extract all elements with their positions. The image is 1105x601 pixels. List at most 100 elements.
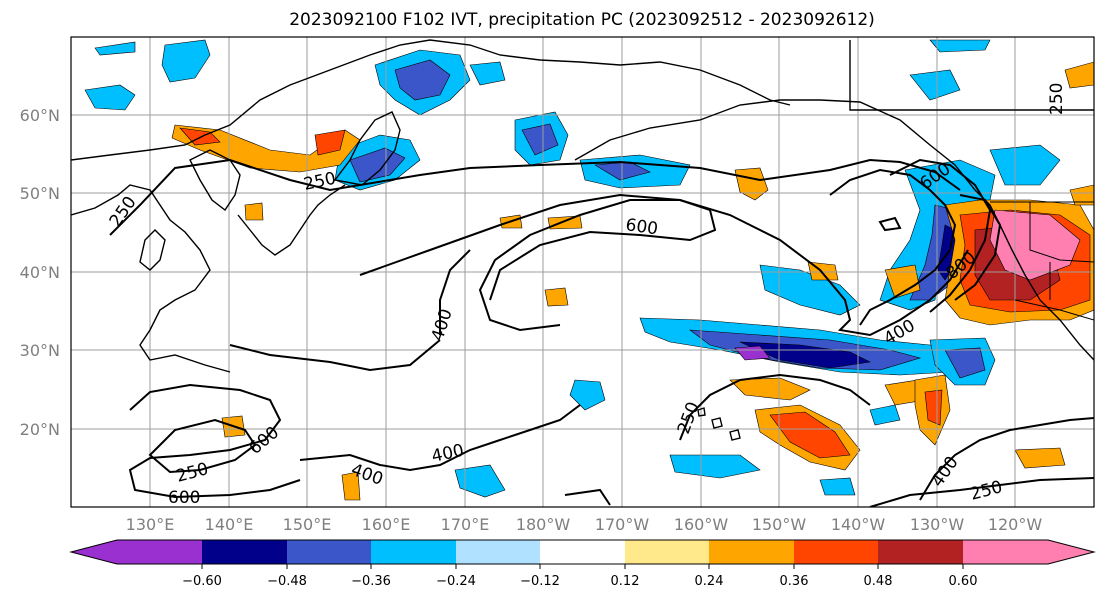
lon-label: 140°W (831, 515, 886, 534)
graticule (71, 37, 1094, 507)
ivt-contour-250 (128, 383, 301, 499)
colorbar-ticks (201, 564, 964, 569)
pc-negative-area (569, 379, 606, 411)
colorbar-tick-label: −0.12 (520, 574, 560, 589)
ivt-contour-600 (829, 168, 957, 326)
colorbar-outline (69, 539, 1096, 565)
colorbar-segment (540, 540, 625, 564)
colorbar-tick-label: −0.48 (267, 574, 307, 589)
colorbar-segment (794, 540, 878, 564)
pc-negative-area (454, 464, 506, 498)
pc-negative-area (94, 41, 136, 56)
lat-label: 50°N (20, 184, 60, 203)
pc-positive-area (171, 124, 361, 173)
pc-negative-area (869, 404, 901, 426)
ivt-contour-250 (869, 477, 1094, 507)
map-frame (70, 36, 1095, 508)
lon-label: 170°W (595, 515, 650, 534)
contour-label: 600 (624, 215, 659, 239)
lon-label: 170°E (441, 515, 490, 534)
hawaii-island (711, 417, 723, 429)
pc-positive-area (1014, 447, 1066, 469)
colorbar-tick-label: −0.24 (436, 574, 476, 589)
hawaii-island (729, 429, 741, 441)
lat-label: 30°N (20, 341, 60, 360)
pc-negative-area (989, 144, 1061, 186)
pc-positive-area (1069, 184, 1094, 206)
colorbar-tick-label: 0.48 (864, 574, 893, 589)
colorbar-segment (709, 540, 794, 564)
pc-negative-area (469, 61, 506, 86)
ivt-contour-250 (679, 373, 871, 441)
colorbar-segment (456, 540, 540, 564)
colorbar-segment (625, 540, 709, 564)
colorbar-tick-label: −0.60 (182, 574, 222, 589)
lon-label: 150°W (752, 515, 807, 534)
ivt-contour-800 (954, 194, 1002, 301)
colorbar-tick-label: 0.36 (780, 574, 809, 589)
lon-label: 150°E (283, 515, 332, 534)
lon-label: 120°W (988, 515, 1043, 534)
colorbar-tick-label: −0.36 (351, 574, 391, 589)
figure-title: 2023092100 F102 IVT, precipitation PC (2… (289, 10, 875, 30)
colorbar: −0.60 −0.48 −0.36 −0.24 −0.12 0.12 0.24 … (69, 539, 1096, 589)
pc-positive-area (314, 129, 346, 156)
colorbar-extend-low (71, 540, 117, 564)
ivt-contour-600 (478, 199, 717, 332)
lon-label: 130°E (126, 515, 175, 534)
colorbar-extend-high (963, 540, 1094, 564)
coastlines (71, 39, 1094, 441)
pc-positive-area (729, 377, 811, 401)
pc-negative-area (819, 477, 856, 496)
ivt-contour-400 (229, 339, 441, 372)
north-america-coastline (574, 99, 1094, 361)
pc-negative-area (739, 341, 871, 369)
ivt-contour-400 (359, 193, 969, 337)
korea-coastline (139, 229, 166, 271)
pc-positive-area (341, 471, 361, 501)
ivt-contour-600 (148, 418, 257, 474)
lon-label: 180°W (516, 515, 571, 534)
colorbar-tick-label: 0.60 (949, 574, 978, 589)
pc-positive-area (769, 411, 851, 459)
lon-label: 130°W (910, 515, 965, 534)
pc-negative-area (521, 123, 559, 156)
lon-label: 160°W (674, 515, 729, 534)
lon-label: 140°E (205, 515, 254, 534)
lat-label: 60°N (20, 106, 60, 125)
map-panel: 250 250 600 400 400 800 600 250 600 600 … (70, 36, 1095, 508)
state-border (1029, 202, 1094, 263)
pc-positive-area (1064, 61, 1094, 89)
colorbar-segment (287, 540, 371, 564)
pc-negative-area (84, 84, 136, 111)
lat-label: 40°N (20, 263, 60, 282)
pc-positive-area (244, 202, 264, 221)
pc-negative-area (161, 39, 211, 83)
pc-negative-area (349, 147, 406, 183)
siberia-coastline (71, 39, 791, 161)
pc-negative-area (929, 39, 991, 53)
contour-label: 600 (168, 488, 200, 508)
sakhalin-coastline (189, 149, 241, 212)
japan-coastline (237, 184, 346, 256)
contour-label: 250 (1047, 83, 1067, 115)
colorbar-tick-label: 0.12 (611, 574, 640, 589)
pc-positive-area (884, 264, 921, 299)
colorbar-segment (371, 540, 456, 564)
hawaii-island (697, 407, 706, 417)
colorbar-segment (878, 540, 963, 564)
pc-negative-area (394, 59, 451, 101)
ivt-contour-250 (109, 158, 961, 236)
kamchatka-coastline (333, 111, 401, 186)
latitude-labels: 60°N 50°N 40°N 30°N 20°N (20, 106, 60, 439)
lat-label: 20°N (20, 420, 60, 439)
ivt-contours (109, 158, 1094, 507)
ivt-contour-400 (919, 417, 1094, 501)
longitude-labels: 130°E 140°E 150°E 160°E 170°E 180°W 170°… (126, 515, 1043, 534)
asia-coastline (71, 184, 231, 373)
ivt-contour-250 (564, 488, 611, 506)
pc-positive-area (544, 287, 569, 307)
colorbar-segment (117, 540, 202, 564)
pc-negative-area (944, 347, 986, 379)
